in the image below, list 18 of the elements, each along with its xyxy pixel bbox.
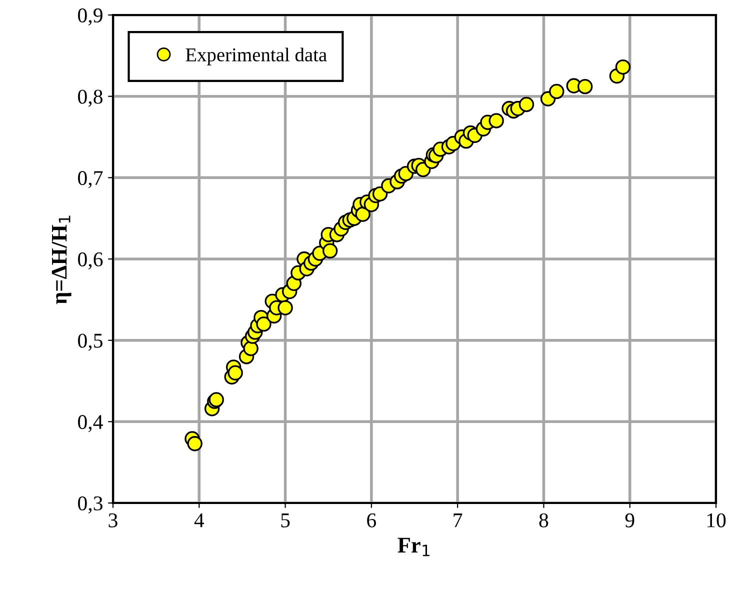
y-tick-label: 0,3 bbox=[78, 496, 102, 514]
x-tick-label: 7 bbox=[454, 514, 462, 528]
x-tick-label: 10 bbox=[707, 513, 726, 528]
x-axis-title: Fr$_{1}$ bbox=[398, 538, 430, 556]
y-tick-label: 0,9 bbox=[78, 8, 102, 26]
y-tick-label: 0,6 bbox=[78, 252, 103, 270]
y-tick-label: 0,5 bbox=[78, 334, 102, 351]
x-tick-label: 4 bbox=[194, 513, 204, 528]
y-tick-label: 0,4 bbox=[78, 415, 103, 432]
y-axis-title: η=ΔH/H$_{1}$ bbox=[52, 216, 72, 304]
y-tick-label: 0,7 bbox=[78, 171, 103, 188]
x-tick-label: 9 bbox=[625, 513, 634, 528]
x-tick-label: 8 bbox=[539, 513, 548, 528]
y-tick-label: 0,8 bbox=[78, 90, 102, 107]
x-tick-label: 6 bbox=[367, 513, 376, 528]
x-tick-label: 3 bbox=[108, 513, 118, 528]
legend-label: Experimental data bbox=[186, 48, 327, 66]
x-tick-label: 5 bbox=[281, 514, 290, 528]
